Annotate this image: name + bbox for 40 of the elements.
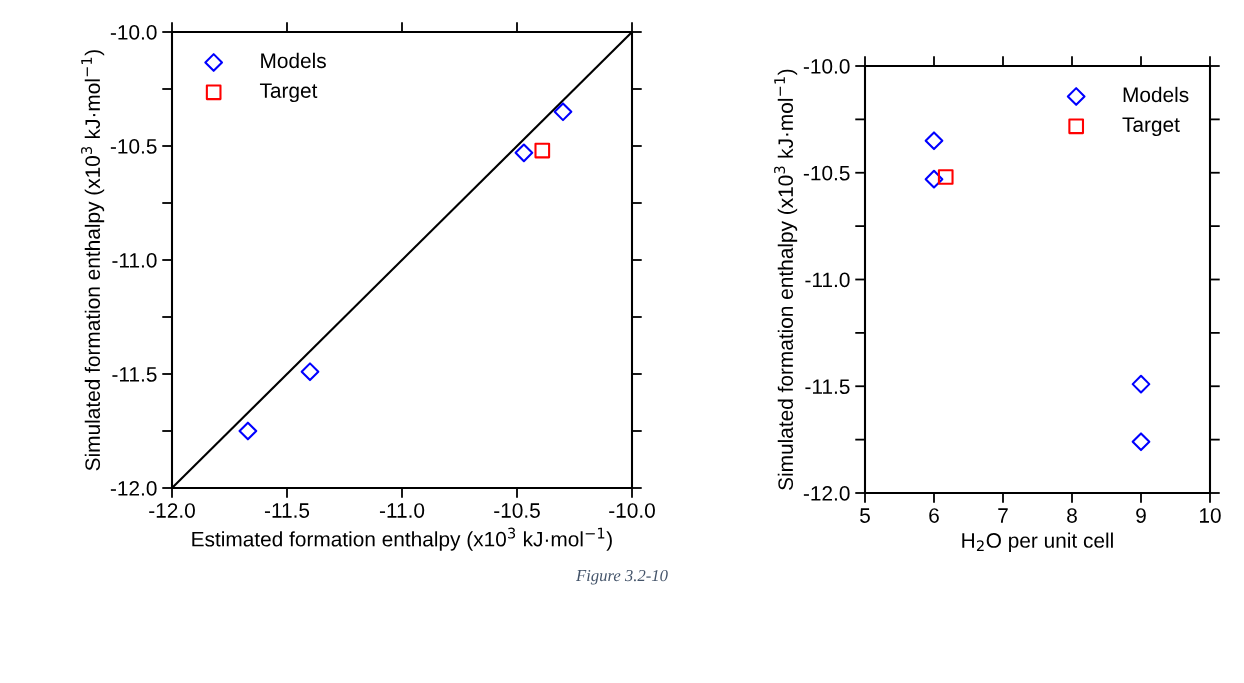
point (924, 131, 944, 151)
y-tick-label: -11.0 (805, 272, 850, 288)
point (924, 169, 944, 189)
y-tick-label: -11.5 (805, 379, 850, 394)
y-tick-label: -11.5 (112, 367, 157, 382)
x-tick-label: -10.5 (494, 503, 540, 518)
point (534, 142, 551, 159)
caption: Figure 3.2-10 (575, 569, 668, 585)
y-tick-label: -12.0 (110, 481, 157, 496)
point (238, 421, 258, 441)
y-axis-title: Simulated formation enthalpy (x10$^{3}$ kJ·mol$^{−1}$) (81, 50, 105, 471)
x-tick-label: -11.5 (264, 503, 310, 518)
point (1131, 432, 1151, 452)
x-tick-label: 9 (1136, 508, 1146, 523)
point (1131, 374, 1151, 394)
y-tick-label: -12.0 (803, 486, 850, 501)
y-tick-label: -10.5 (110, 139, 157, 154)
x-tick-label: 10 (1200, 508, 1221, 523)
x-tick-label: 5 (860, 508, 870, 523)
legend-label: Target (1122, 117, 1180, 137)
y-axis-title: Simulated formation enthalpy (x10$^{3}$ kJ·mol$^{−1}$) (774, 69, 798, 490)
point (514, 143, 534, 163)
legend-label: Models (261, 52, 326, 69)
x-tick-label: -11.0 (379, 503, 425, 518)
x-tick-label: 6 (929, 508, 939, 523)
legend-label: Models (1123, 86, 1189, 103)
x-tick-label: -12.0 (149, 503, 195, 518)
point (553, 102, 573, 122)
y-tick-label: -10.0 (110, 25, 157, 40)
x-tick-label: 8 (1067, 508, 1077, 523)
y-tick-label: -11.0 (112, 253, 157, 268)
point (937, 169, 954, 185)
y-tick-label: -10.5 (803, 165, 850, 181)
x-axis-title: Estimated formation enthalpy (x10$^{3}$ kJ·mol$^{−1}$) (192, 527, 612, 551)
legend-label: Target (259, 83, 318, 103)
x-tick-label: -10.0 (609, 503, 655, 518)
x-tick-label: 7 (998, 508, 1008, 523)
x-axis-title: H$_{2}$O per unit cell (962, 532, 1113, 552)
point (300, 362, 320, 382)
y-tick-label: -10.0 (803, 59, 850, 74)
